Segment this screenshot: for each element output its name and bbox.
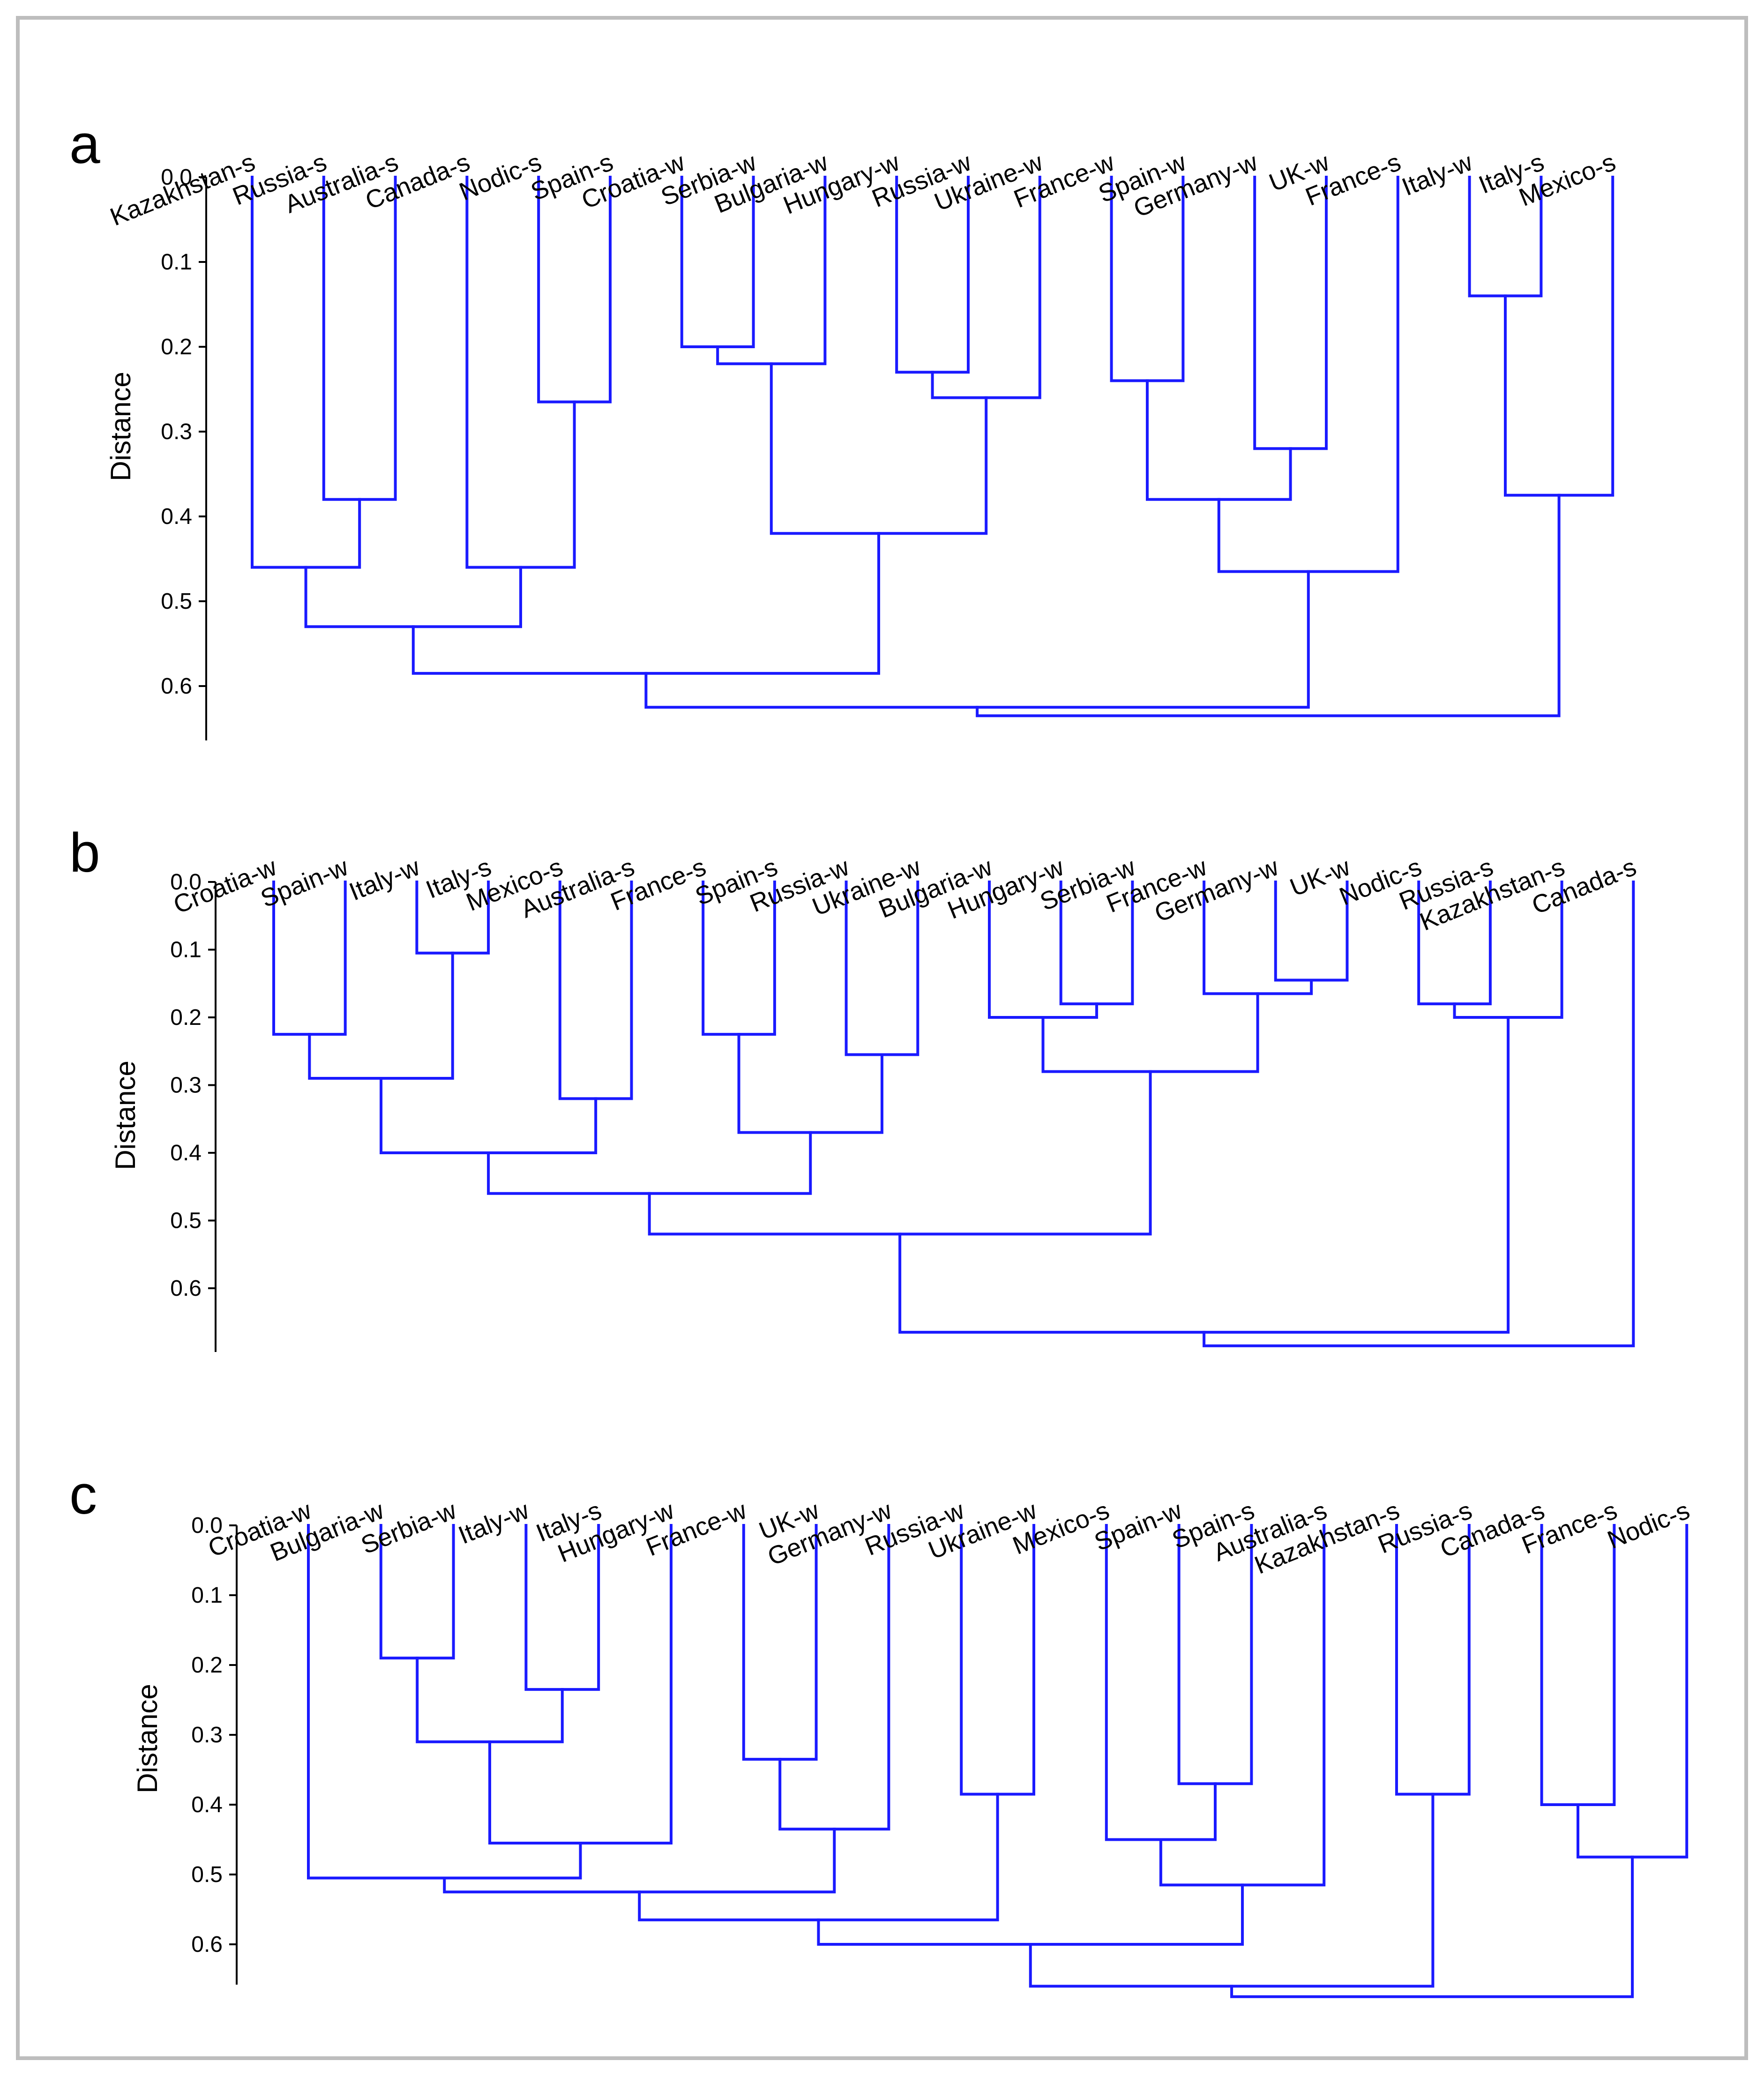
panel-c: c Distance 0.00.10.20.30.40.50.6 Croatia…	[69, 1464, 1694, 1998]
y-axis-title-a: Distance	[105, 372, 136, 481]
dendrogram-branch	[644, 570, 1310, 709]
y-tick-label: 0.6	[161, 674, 192, 699]
y-tick-label: 0.5	[170, 1209, 202, 1233]
panel-letter-b: b	[69, 822, 100, 884]
dendrogram-branch	[1105, 1524, 1217, 1841]
y-tick-label: 0.1	[170, 938, 202, 963]
y-tick-label: 0.2	[191, 1653, 223, 1678]
dendrogram-branch	[1203, 881, 1635, 1347]
dendrogram-branch	[737, 1033, 883, 1134]
dendrogram-branch	[778, 1524, 890, 1831]
branches-b	[272, 881, 1635, 1347]
panel-letter-c: c	[69, 1464, 97, 1526]
branches-a	[251, 176, 1615, 717]
y-ticks-b: 0.0 0.1 0.2 0.3 0.4 0.5 0.6	[170, 870, 217, 1352]
dendrogram-branch	[1540, 1524, 1616, 1806]
y-tick-label: 0.3	[191, 1723, 223, 1747]
y-tick-label: 0.3	[161, 419, 192, 444]
leaf-label: Nodic-s	[456, 148, 546, 206]
dendrogram-branch	[976, 493, 1561, 717]
y-ticks-c: 0.0 0.1 0.2 0.3 0.4 0.5 0.6	[191, 1513, 238, 1985]
dendrogram-branch	[487, 1131, 812, 1195]
y-tick-label: 0.1	[161, 250, 192, 275]
dendrogram-branch	[443, 1828, 836, 1894]
dendrogram-branch	[411, 532, 880, 675]
dendrogram-branch	[308, 951, 454, 1080]
dendrogram-branch	[322, 176, 397, 501]
leaf-label: Italy-w	[455, 1496, 533, 1549]
dendrogram-branch	[1274, 881, 1349, 982]
figure-frame	[16, 16, 1748, 2060]
dendrogram-branch	[1230, 1855, 1634, 1998]
leaf-label: Nodic-s	[1604, 1496, 1694, 1554]
y-tick-label: 0.4	[170, 1141, 202, 1165]
y-tick-label: 0.5	[191, 1862, 223, 1887]
dendrogram-branch	[488, 1524, 673, 1845]
y-tick-label: 0.0	[191, 1513, 223, 1538]
y-tick-label: 0.0	[161, 165, 192, 190]
leaf-label: Italy-w	[1398, 148, 1477, 201]
dendrogram-branch	[638, 1792, 999, 1921]
dendrogram-branch	[960, 1524, 1035, 1796]
dendrogram-branch	[1395, 1524, 1471, 1796]
leaf-label: Italy-w	[345, 852, 424, 906]
panel-a: a Distance 0.0 0.1 0.2 0.3 0.4 0.5 0.6 Kazakhs…	[69, 113, 1620, 740]
y-axis-title-c: Distance	[132, 1684, 163, 1793]
y-tick-label: 0.2	[170, 1005, 202, 1030]
dendrogram-branch	[1577, 1524, 1689, 1859]
dendrogram-branch	[648, 1070, 1152, 1236]
dendrogram-branch	[1159, 1524, 1326, 1887]
y-tick-label: 0.6	[191, 1932, 223, 1957]
y-tick-label: 0.5	[161, 589, 192, 614]
y-tick-label: 0.4	[191, 1792, 223, 1817]
dendrogram-branch	[307, 1524, 582, 1880]
branches-c	[307, 1524, 1689, 1998]
y-axis-title-b: Distance	[110, 1060, 141, 1170]
dendrogram-branch	[1253, 176, 1328, 450]
y-tick-label: 0.0	[170, 870, 202, 895]
dendrogram-branch	[1146, 379, 1292, 501]
dendrogram-branch	[1041, 992, 1259, 1073]
panel-b: b Distance 0.00.10.20.30.40.50.6 Croatia…	[69, 822, 1640, 1352]
dendrogram-branch	[817, 1883, 1244, 1946]
dendrogram-branch	[416, 1657, 564, 1743]
dendrogram-branch	[304, 566, 522, 628]
dendrogram-branch	[465, 176, 576, 569]
dendrogram-branch	[898, 1016, 1510, 1334]
y-tick-label: 0.6	[170, 1276, 202, 1301]
y-ticks-a: 0.0 0.1 0.2 0.3 0.4 0.5 0.6	[161, 165, 207, 740]
panel-letter-a: a	[69, 113, 100, 175]
leaf-labels-a: Kazakhstan-sRussia-sAustralia-sCanada-sN…	[106, 148, 1620, 231]
dendrogram-branch	[380, 1077, 598, 1154]
y-tick-label: 0.3	[170, 1073, 202, 1098]
y-tick-label: 0.1	[191, 1583, 223, 1608]
y-tick-label: 0.4	[161, 504, 192, 529]
dendrogram-branch	[770, 362, 988, 535]
dendrogram-branch	[1029, 1792, 1435, 1988]
dendrogram-branch	[251, 176, 361, 569]
y-tick-label: 0.2	[161, 335, 192, 359]
dendrogram-branch	[1217, 176, 1399, 573]
dendrogram-branch	[1504, 176, 1615, 497]
dendrogram-branch	[537, 176, 612, 403]
dendrogram-branch	[1177, 1524, 1253, 1785]
